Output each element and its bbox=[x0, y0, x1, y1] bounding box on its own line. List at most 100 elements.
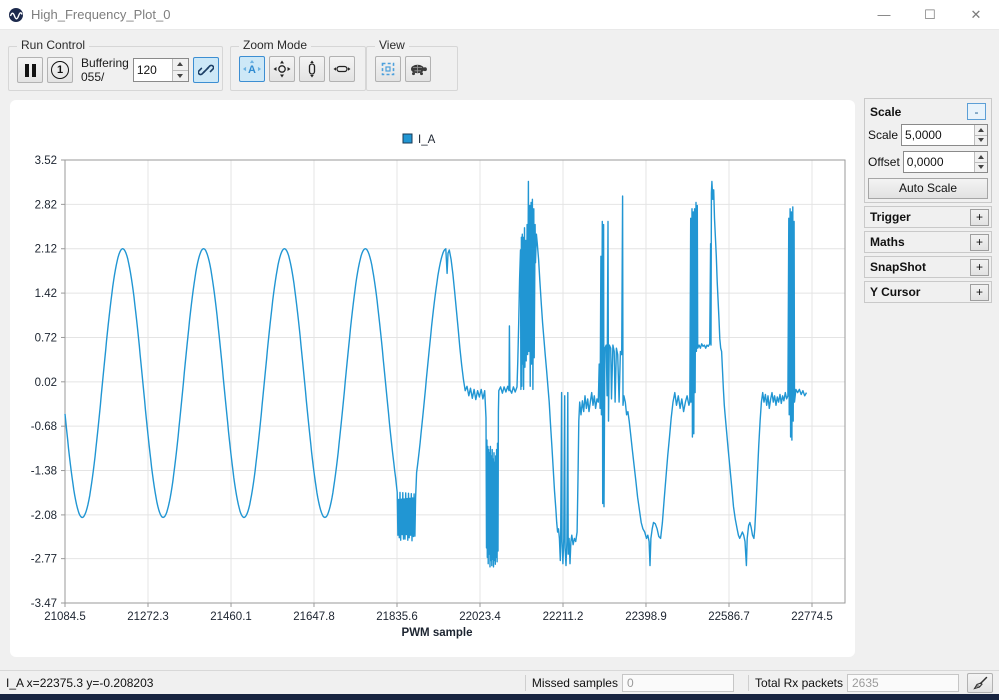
scale-spin-up[interactable] bbox=[974, 125, 987, 136]
scale-group: Scale - Scale Offset bbox=[864, 98, 992, 203]
scale-label: Scale bbox=[868, 128, 899, 142]
x-tick-label: 22023.4 bbox=[459, 611, 501, 623]
scale-group-title: Scale bbox=[870, 104, 902, 119]
app-icon bbox=[9, 7, 23, 22]
vertical-zoom-button[interactable] bbox=[299, 56, 325, 82]
pause-button[interactable] bbox=[17, 57, 43, 83]
x-tick-label: 21084.5 bbox=[44, 611, 86, 623]
snapshot-section: SnapShot + bbox=[864, 256, 992, 278]
buffering-label: Buffering 055/ bbox=[81, 56, 129, 84]
link-icon bbox=[197, 64, 214, 76]
buffer-size-spinbox[interactable] bbox=[132, 58, 189, 82]
turtle-icon bbox=[411, 64, 427, 76]
horizontal-zoom-button[interactable] bbox=[329, 56, 355, 82]
x-tick-label: 21647.8 bbox=[293, 611, 335, 623]
y-cursor-section: Y Cursor + bbox=[864, 281, 992, 303]
y-tick-label: -3.47 bbox=[31, 598, 57, 610]
total-rx-value: 2635 bbox=[847, 673, 959, 692]
trigger-section: Trigger + bbox=[864, 206, 992, 228]
close-button[interactable]: ✕ bbox=[970, 6, 982, 22]
link-button[interactable] bbox=[192, 57, 219, 83]
svg-text:A: A bbox=[248, 64, 256, 76]
x-tick-label: 22398.9 bbox=[625, 611, 667, 623]
offset-spinbox[interactable] bbox=[902, 151, 988, 173]
trigger-expand-button[interactable]: + bbox=[970, 208, 989, 226]
horizontal-zoom-icon bbox=[333, 65, 351, 73]
scale-input[interactable] bbox=[902, 125, 974, 145]
vertical-zoom-icon bbox=[308, 60, 316, 78]
offset-spin-down[interactable] bbox=[974, 162, 987, 172]
y-tick-label: 2.82 bbox=[35, 199, 57, 211]
view-title: View bbox=[375, 38, 409, 52]
y-tick-label: 0.02 bbox=[35, 377, 57, 389]
zoom-mode-title: Zoom Mode bbox=[239, 38, 312, 52]
offset-spin-up[interactable] bbox=[974, 152, 987, 163]
y-tick-label: 2.12 bbox=[35, 244, 57, 256]
fit-view-icon bbox=[381, 62, 395, 76]
y-tick-label: -1.38 bbox=[31, 466, 57, 478]
taskbar-strip bbox=[0, 694, 999, 700]
y-cursor-expand-button[interactable]: + bbox=[970, 283, 989, 301]
auto-scale-button[interactable]: Auto Scale bbox=[868, 178, 988, 199]
zoom-mode-group: Zoom Mode A bbox=[230, 38, 366, 91]
waveform-chart[interactable]: 21084.5 21272.3 21460.1 21647.8 21835.6 22023… bbox=[10, 100, 855, 657]
status-separator bbox=[524, 674, 526, 691]
snapshot-title: SnapShot bbox=[870, 260, 926, 274]
waveform-line bbox=[64, 180, 808, 568]
y-tick-label: -2.77 bbox=[31, 554, 57, 566]
y-tick-label: -0.68 bbox=[31, 421, 57, 433]
y-cursor-title: Y Cursor bbox=[870, 285, 921, 299]
fit-view-button[interactable] bbox=[375, 56, 401, 82]
cursor-readout: I_A x=22375.3 y=-0.208203 bbox=[6, 675, 154, 690]
minimize-button[interactable]: — bbox=[877, 7, 891, 22]
x-tick-label: 21460.1 bbox=[210, 611, 252, 623]
offset-label: Offset bbox=[868, 155, 900, 169]
status-bar: I_A x=22375.3 y=-0.208203 Missed samples… bbox=[0, 670, 999, 694]
scale-spin-down[interactable] bbox=[974, 135, 987, 145]
single-shot-icon: 1 bbox=[51, 61, 69, 79]
x-tick-label: 22774.5 bbox=[791, 611, 833, 623]
total-rx-label: Total Rx packets bbox=[754, 675, 843, 690]
y-tick-label: 3.52 bbox=[35, 155, 57, 167]
y-tick-label: -2.08 bbox=[31, 510, 57, 522]
scale-spinbox[interactable] bbox=[901, 124, 988, 146]
single-shot-button[interactable]: 1 bbox=[47, 57, 73, 83]
trigger-title: Trigger bbox=[870, 210, 911, 224]
x-axis-title: PWM sample bbox=[402, 627, 473, 639]
scale-collapse-button[interactable]: - bbox=[967, 103, 986, 120]
zoom-all-button[interactable]: A bbox=[239, 56, 265, 82]
chart-panel: 21084.5 21272.3 21460.1 21647.8 21835.6 22023… bbox=[10, 100, 855, 657]
maximize-button[interactable]: ☐ bbox=[924, 6, 936, 22]
x-tick-label: 21835.6 bbox=[376, 611, 418, 623]
buffer-spin-down[interactable] bbox=[172, 70, 188, 81]
missed-samples-value: 0 bbox=[621, 673, 734, 692]
status-separator-2 bbox=[747, 674, 749, 691]
buffer-size-input[interactable] bbox=[133, 59, 172, 81]
pan-button[interactable] bbox=[269, 56, 295, 82]
view-group: View bbox=[366, 38, 458, 91]
pan-icon bbox=[273, 60, 291, 78]
slow-refresh-button[interactable] bbox=[405, 56, 431, 82]
maths-title: Maths bbox=[870, 235, 905, 249]
legend-label: I_A bbox=[418, 134, 436, 146]
maths-expand-button[interactable]: + bbox=[970, 233, 989, 251]
zoom-all-icon: A bbox=[243, 60, 261, 76]
pause-icon bbox=[24, 63, 36, 77]
buffer-spin-up[interactable] bbox=[172, 59, 188, 71]
settings-sidebar: Scale - Scale Offset bbox=[864, 98, 992, 306]
missed-samples-label: Missed samples bbox=[531, 675, 618, 690]
window-title: High_Frequency_Plot_0 bbox=[31, 7, 171, 22]
x-tick-label: 22586.7 bbox=[708, 611, 750, 623]
clear-button[interactable] bbox=[967, 672, 993, 693]
run-control-title: Run Control bbox=[17, 38, 90, 52]
broom-icon bbox=[973, 676, 988, 689]
offset-input[interactable] bbox=[903, 152, 974, 172]
snapshot-expand-button[interactable]: + bbox=[970, 258, 989, 276]
y-tick-label: 0.72 bbox=[35, 332, 57, 344]
legend-marker bbox=[402, 133, 413, 144]
x-tick-label: 21272.3 bbox=[127, 611, 169, 623]
x-tick-label: 22211.2 bbox=[543, 611, 584, 623]
maths-section: Maths + bbox=[864, 231, 992, 253]
run-control-group: Run Control 1 Buffering 055/ bbox=[8, 38, 223, 91]
